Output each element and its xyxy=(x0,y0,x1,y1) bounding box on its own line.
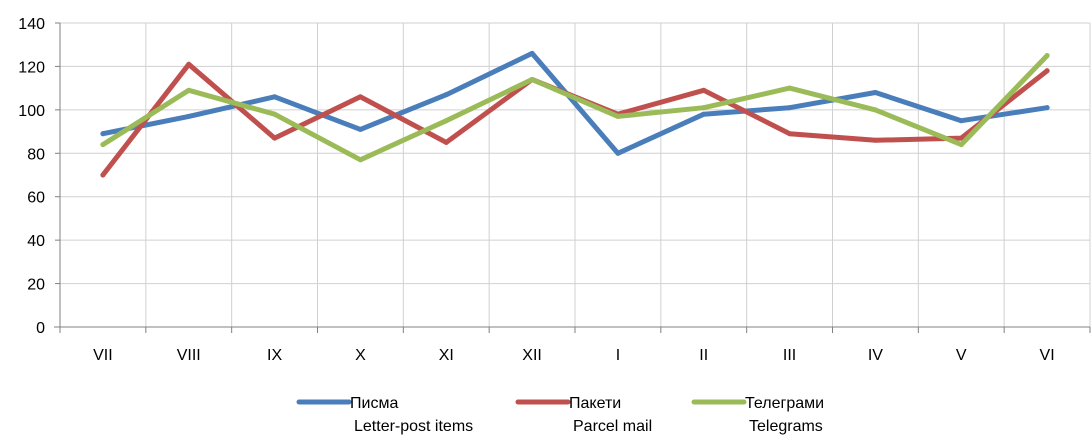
x-tick-label: XI xyxy=(439,347,454,364)
data-point xyxy=(100,131,106,137)
data-point xyxy=(1044,105,1050,111)
data-point xyxy=(701,87,707,93)
data-point xyxy=(787,105,793,111)
y-tick-label: 0 xyxy=(36,320,45,337)
data-point xyxy=(272,135,278,141)
legend-label-1: Писма xyxy=(350,395,398,412)
data-point xyxy=(100,142,106,148)
legend-label-3: Телеграми xyxy=(745,395,824,412)
x-tick-label: III xyxy=(783,347,796,364)
y-tick-label: 40 xyxy=(27,233,45,250)
legend-label-en-2: Parcel mail xyxy=(573,418,652,435)
data-point xyxy=(872,107,878,113)
series-lines xyxy=(100,50,1050,178)
data-point xyxy=(443,92,449,98)
x-tick-label: VIII xyxy=(177,347,201,364)
data-point xyxy=(443,118,449,124)
x-tick-label: IX xyxy=(267,347,282,364)
data-point xyxy=(872,89,878,95)
y-tick-label: 60 xyxy=(27,190,45,207)
data-point xyxy=(1044,53,1050,59)
legend: Писма Letter-post items Пакети Parcel mail Т… xyxy=(296,395,824,435)
y-tick-label: 20 xyxy=(27,277,45,294)
data-point xyxy=(272,111,278,117)
data-point xyxy=(958,135,964,141)
data-point xyxy=(701,111,707,117)
data-point xyxy=(186,113,192,119)
data-point xyxy=(529,50,535,56)
data-point xyxy=(357,94,363,100)
data-point xyxy=(787,85,793,91)
data-point xyxy=(186,61,192,67)
data-point xyxy=(357,126,363,132)
y-tick-label: 80 xyxy=(27,146,45,163)
data-point xyxy=(1044,68,1050,74)
x-tick-label: X xyxy=(355,347,366,364)
x-tick-label: XII xyxy=(522,347,542,364)
data-point xyxy=(615,150,621,156)
x-tick-label: VII xyxy=(93,347,113,364)
x-tick-label: I xyxy=(616,347,620,364)
legend-label-en-1: Letter-post items xyxy=(354,418,473,435)
y-tick-label: 120 xyxy=(18,59,45,76)
x-tick-label: IV xyxy=(868,347,883,364)
data-point xyxy=(615,113,621,119)
legend-label-2: Пакети xyxy=(569,395,621,412)
data-point xyxy=(443,139,449,145)
data-point xyxy=(186,87,192,93)
data-point xyxy=(529,76,535,82)
x-tick-label: II xyxy=(699,347,708,364)
series-line-1 xyxy=(100,50,1050,156)
data-point xyxy=(958,142,964,148)
legend-label-en-3: Telegrams xyxy=(749,418,823,435)
data-point xyxy=(357,157,363,163)
gridlines xyxy=(60,22,1091,327)
data-point xyxy=(787,131,793,137)
x-tick-label: VI xyxy=(1040,347,1055,364)
series-line-3 xyxy=(100,53,1050,163)
data-point xyxy=(872,137,878,143)
x-tick-label: V xyxy=(956,347,967,364)
y-tick-label: 140 xyxy=(18,16,45,33)
data-point xyxy=(272,94,278,100)
data-point xyxy=(958,118,964,124)
data-point xyxy=(100,172,106,178)
data-point xyxy=(701,105,707,111)
y-tick-label: 100 xyxy=(18,103,45,120)
